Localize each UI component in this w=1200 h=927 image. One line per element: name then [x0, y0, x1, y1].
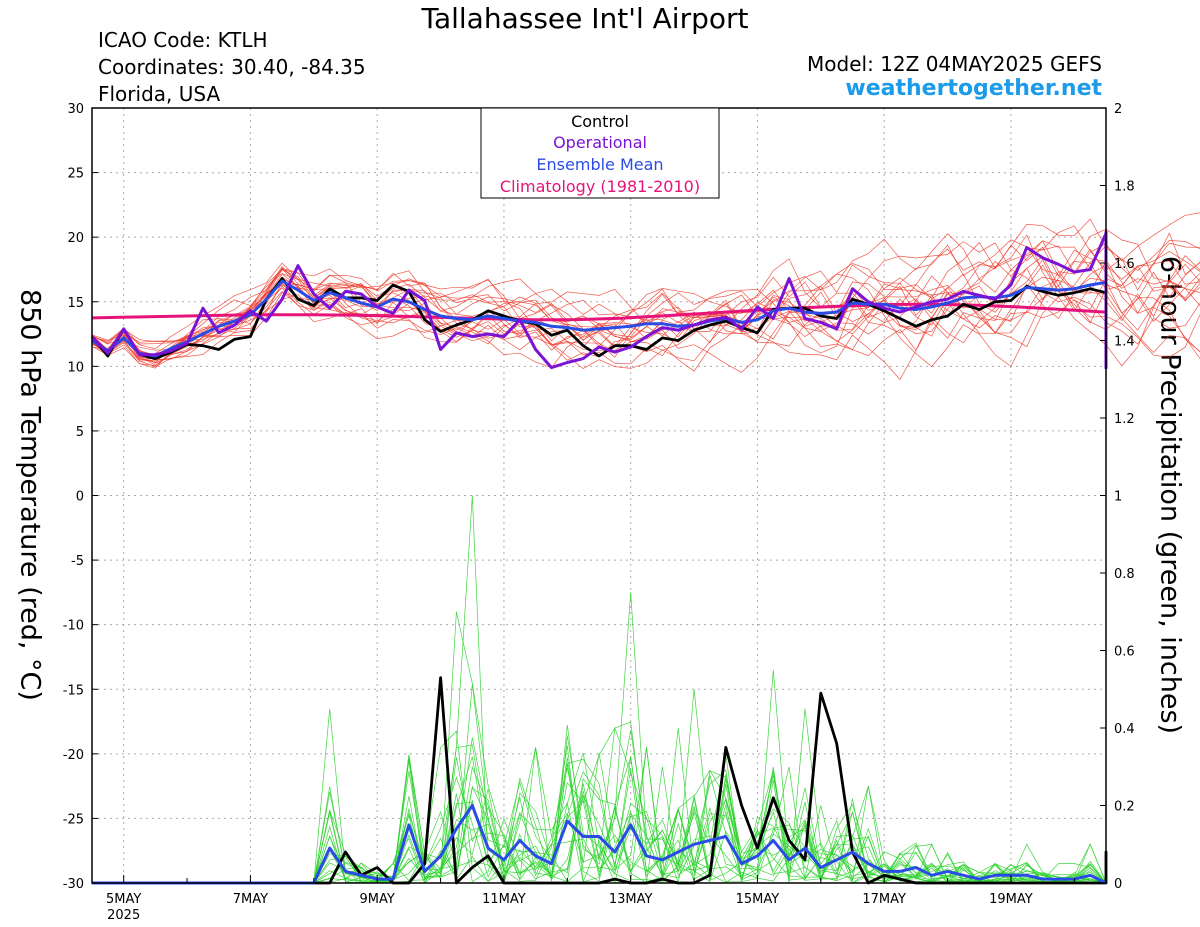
- y-left-tick-label: -20: [63, 748, 84, 763]
- precip-member-line: [92, 689, 1107, 884]
- site-link[interactable]: weathertogether.net: [845, 76, 1102, 101]
- temp-member-line: [91, 228, 1200, 372]
- plot-frame: [91, 107, 1107, 884]
- y-right-tick-label: 0.8: [1114, 567, 1135, 582]
- legend-ensemble-mean: Ensemble Mean: [536, 155, 663, 174]
- x-year-label: 2025: [107, 908, 140, 923]
- x-tick-label: 9MAY: [360, 892, 395, 907]
- series-lines: [90, 230, 1108, 885]
- precip-member-line: [92, 745, 1107, 884]
- y-right-tick-label: 1.8: [1114, 180, 1135, 195]
- x-tick-label: 17MAY: [862, 892, 906, 907]
- temp-member-line: [91, 244, 1200, 373]
- temp-member-line: [91, 262, 1200, 360]
- temp-member-line: [91, 234, 1200, 367]
- grid: [92, 108, 1106, 883]
- y-right-tick-label: 1.6: [1114, 257, 1135, 272]
- region: Florida, USA: [98, 82, 221, 106]
- x-tick-label: 15MAY: [736, 892, 780, 907]
- precip-member-line: [92, 747, 1107, 884]
- x-tick-label: 19MAY: [989, 892, 1033, 907]
- control-temp-line: [90, 277, 1108, 361]
- y-right-tick-label: 0: [1114, 877, 1122, 892]
- y-right-tick-label: 0.2: [1114, 800, 1135, 815]
- precip-member-line: [92, 747, 1107, 884]
- operational-temp-line: [90, 230, 1108, 370]
- legend-box: [480, 107, 720, 199]
- y-left-tick-label: 25: [67, 167, 84, 182]
- temp-member-line: [91, 240, 1200, 352]
- y-left-tick-label: 15: [67, 296, 84, 311]
- x-tick-label: 5MAY: [106, 892, 141, 907]
- y-left-tick-label: -25: [63, 812, 84, 827]
- temp-member-line: [91, 241, 1200, 362]
- y-left-tick-label: 0: [76, 490, 84, 505]
- icao-code: ICAO Code: KTLH: [98, 28, 268, 52]
- chart-title: Tallahassee Int'l Airport: [421, 2, 749, 35]
- legend-climatology: Climatology (1981-2010): [500, 177, 700, 196]
- y-left-tick-label: 10: [67, 360, 84, 375]
- y-left-tick-label: -5: [71, 554, 84, 569]
- precip-member-line: [92, 592, 1107, 884]
- y-left-tick-label: 20: [67, 231, 84, 246]
- x-tick-label: 13MAY: [609, 892, 653, 907]
- axes: 302520151050-5-10-15-20-25-3021.81.61.41…: [63, 102, 1135, 923]
- y-right-tick-label: 1.2: [1114, 412, 1135, 427]
- precip-member-line: [92, 669, 1107, 884]
- y-left-tick-label: 5: [76, 425, 84, 440]
- y-right-tick-label: 2: [1114, 102, 1122, 117]
- y-left-tick-label: 30: [67, 102, 84, 117]
- control-precip-line: [92, 676, 1108, 885]
- model-run: Model: 12Z 04MAY2025 GEFS: [807, 52, 1102, 76]
- y-right-tick-label: 0.4: [1114, 722, 1135, 737]
- y-right-tick-label: 1.4: [1114, 335, 1135, 350]
- legend: Control Operational Ensemble Mean Climat…: [480, 107, 720, 199]
- y-right-tick-label: 1: [1114, 490, 1122, 505]
- legend-operational: Operational: [553, 133, 647, 152]
- y-right-tick-label: 0.6: [1114, 645, 1135, 660]
- y-left-tick-label: -10: [63, 619, 84, 634]
- ensemble-mean-temp-line: [91, 279, 1108, 358]
- y-left-tick-label: -30: [63, 877, 84, 892]
- x-tick-label: 11MAY: [482, 892, 526, 907]
- coordinates: Coordinates: 30.40, -84.35: [98, 55, 366, 79]
- precip-member-line: [92, 737, 1106, 884]
- legend-control: Control: [571, 112, 629, 131]
- x-tick-label: 7MAY: [233, 892, 268, 907]
- temp-member-line: [91, 258, 1200, 365]
- y-left-tick-label: -15: [63, 683, 84, 698]
